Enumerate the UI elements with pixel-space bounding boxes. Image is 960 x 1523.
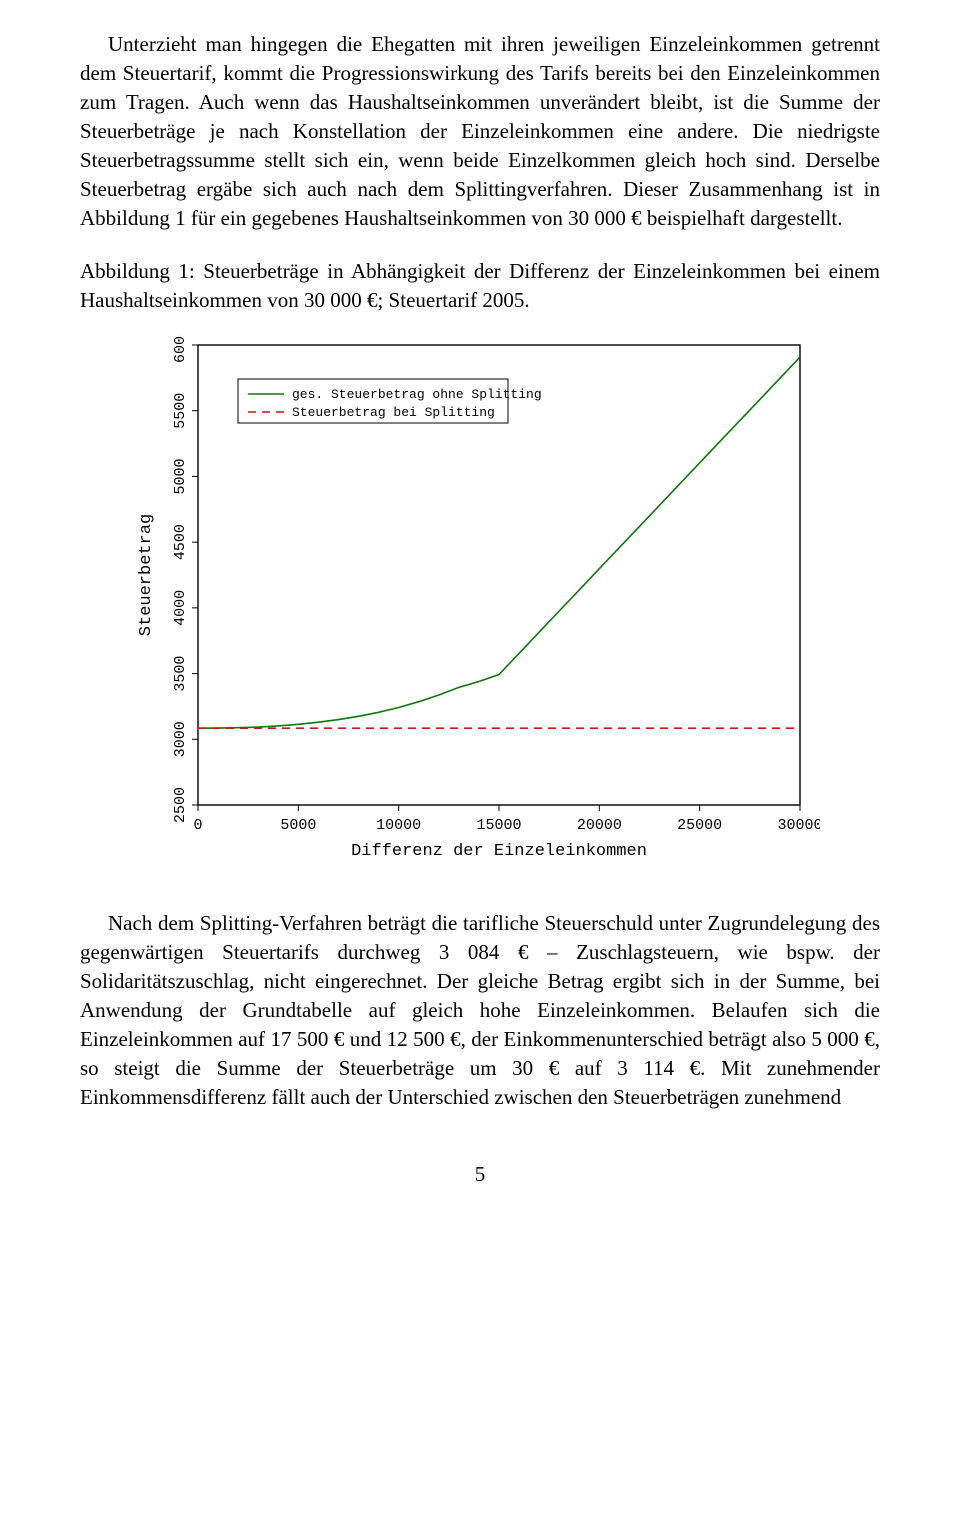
svg-text:4500: 4500 <box>172 524 189 560</box>
svg-text:Steuerbetrag bei Splitting: Steuerbetrag bei Splitting <box>292 405 495 420</box>
page: Unterzieht man hingegen die Ehegatten mi… <box>0 0 960 1227</box>
svg-text:5000: 5000 <box>172 458 189 494</box>
svg-text:30000: 30000 <box>777 817 820 834</box>
svg-text:25000: 25000 <box>677 817 722 834</box>
svg-text:0: 0 <box>193 817 202 834</box>
svg-text:2500: 2500 <box>172 787 189 823</box>
svg-text:10000: 10000 <box>376 817 421 834</box>
svg-text:5500: 5500 <box>172 392 189 428</box>
svg-text:ges. Steuerbetrag ohne Splitti: ges. Steuerbetrag ohne Splitting <box>292 387 542 402</box>
svg-text:5000: 5000 <box>280 817 316 834</box>
svg-text:3000: 3000 <box>172 721 189 757</box>
svg-text:15000: 15000 <box>476 817 521 834</box>
svg-text:Steuerbetrag: Steuerbetrag <box>137 514 156 636</box>
chart: 0 5000 10000 15000 20000 25000 30000 2500 3000 35… <box>120 335 820 875</box>
svg-text:4000: 4000 <box>172 590 189 626</box>
figure-1: 0 5000 10000 15000 20000 25000 30000 2500 3000 35… <box>80 335 880 875</box>
paragraph-2: Nach dem Splitting-Verfahren beträgt die… <box>80 909 880 1112</box>
page-number: 5 <box>80 1162 880 1187</box>
svg-text:3500: 3500 <box>172 655 189 691</box>
paragraph-1: Unterzieht man hingegen die Ehegatten mi… <box>80 30 880 233</box>
svg-text:20000: 20000 <box>577 817 622 834</box>
svg-text:6000: 6000 <box>172 335 189 363</box>
svg-text:Differenz der Einzeleinkommen: Differenz der Einzeleinkommen <box>351 842 647 861</box>
figure-caption: Abbildung 1: Steuerbeträge in Abhängigke… <box>80 257 880 315</box>
